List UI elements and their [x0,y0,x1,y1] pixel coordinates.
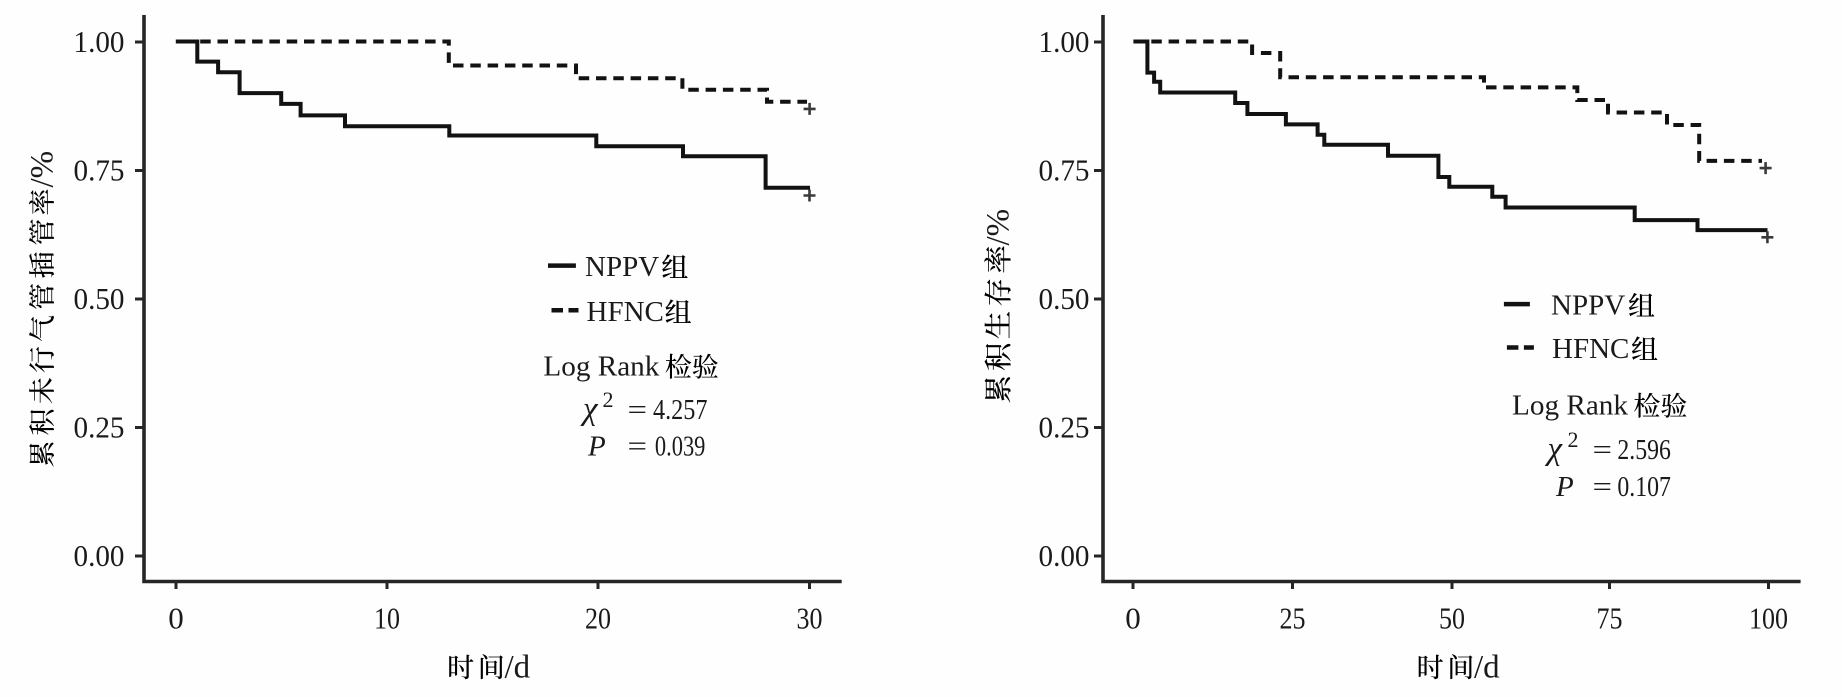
svg-text:50: 50 [1439,600,1465,635]
svg-text:10: 10 [374,600,400,635]
svg-text:χ: χ [1545,431,1564,467]
svg-text:0.75: 0.75 [1039,153,1090,188]
svg-text:0.107: 0.107 [1617,471,1671,503]
svg-text:HFNC: HFNC [1552,333,1629,365]
svg-text:=: = [628,394,648,426]
svg-text:0: 0 [168,600,184,635]
svg-text:2.596: 2.596 [1617,434,1671,466]
svg-text:100: 100 [1749,600,1788,635]
svg-text:/%: /% [25,151,61,188]
svg-text:0.00: 0.00 [1039,538,1090,573]
svg-text:0.50: 0.50 [1039,281,1090,316]
svg-text:P: P [587,431,606,463]
svg-text:=: = [628,431,648,463]
svg-text:=: = [1593,434,1613,466]
svg-text:NPPV: NPPV [1551,290,1625,322]
svg-text:75: 75 [1597,600,1623,635]
svg-text:P: P [1555,471,1574,503]
svg-text:25: 25 [1280,600,1306,635]
svg-text:HFNC: HFNC [587,296,664,328]
svg-text:0.25: 0.25 [1039,410,1090,445]
svg-text:=: = [1593,471,1613,503]
svg-text:1.00: 1.00 [1039,24,1090,59]
svg-text:2: 2 [603,387,614,412]
svg-text:/d: /d [505,650,531,686]
svg-text:20: 20 [585,600,611,635]
svg-text:0: 0 [1125,600,1141,635]
svg-text:1.00: 1.00 [74,24,125,59]
svg-text:0.00: 0.00 [74,538,125,573]
svg-text:30: 30 [797,600,823,635]
svg-text:0.50: 0.50 [74,281,125,316]
svg-text:0.039: 0.039 [655,431,706,463]
svg-text:2: 2 [1568,427,1579,452]
svg-text:/d: /d [1474,650,1500,686]
svg-text:0.75: 0.75 [74,153,125,188]
svg-text:NPPV: NPPV [585,251,659,283]
svg-text:0.25: 0.25 [74,410,125,445]
svg-text:χ: χ [580,391,599,427]
svg-text:/%: /% [981,209,1017,246]
svg-text:Log Rank: Log Rank [543,351,659,383]
svg-text:4.257: 4.257 [653,394,708,426]
svg-text:Log Rank: Log Rank [1512,390,1628,422]
